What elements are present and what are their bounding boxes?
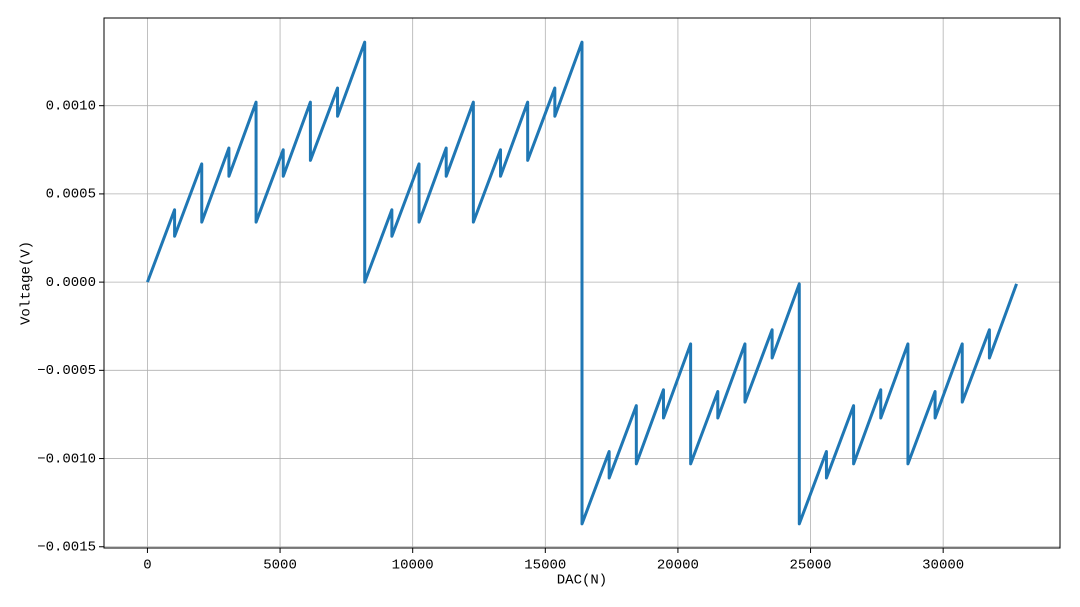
y-tick-label: 0.0005: [46, 187, 96, 203]
x-tick-label: 25000: [790, 558, 832, 574]
x-tick-label: 5000: [263, 558, 297, 574]
y-axis-label: Voltage(V): [19, 241, 35, 325]
data-line: [146, 40, 1018, 526]
x-tick-label: 30000: [922, 558, 964, 574]
x-axis-label: DAC(N): [557, 573, 607, 589]
x-tick-label: 15000: [524, 558, 566, 574]
x-tick-label: 20000: [657, 558, 699, 574]
y-tick-label: 0.0010: [46, 98, 96, 114]
y-tick-label: 0.0000: [46, 275, 96, 291]
x-tick-label: 0: [143, 558, 151, 574]
y-tick-label: −0.0010: [37, 451, 96, 467]
x-tick-label: 10000: [392, 558, 434, 574]
y-tick-label: −0.0015: [37, 539, 96, 555]
plot-frame: [103, 17, 1061, 549]
y-tick-label: −0.0005: [37, 363, 96, 379]
